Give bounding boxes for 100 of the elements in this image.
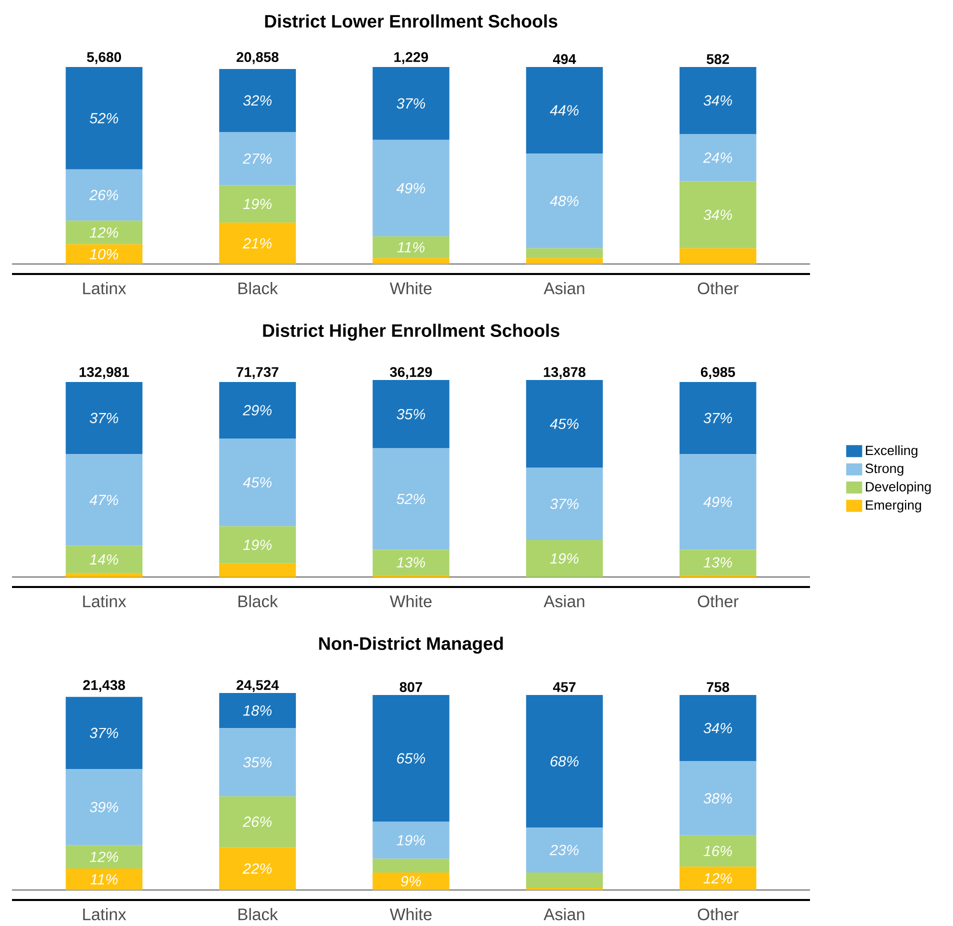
bar — [680, 248, 756, 264]
data-label: 22% — [242, 863, 272, 874]
data-label: 26% — [89, 190, 118, 200]
bar — [66, 454, 142, 546]
annotation: 1,229 — [394, 52, 428, 64]
annotation: 20,858 — [236, 52, 278, 64]
bar — [219, 693, 296, 728]
annotation: 132,981 — [80, 367, 129, 380]
data-label: 19% — [243, 540, 272, 550]
bar — [680, 761, 756, 836]
bar — [372, 236, 450, 258]
data-label: 13% — [704, 557, 732, 568]
bar — [526, 694, 603, 828]
data-label: 38% — [704, 793, 732, 804]
bar — [372, 858, 450, 872]
bar — [372, 66, 450, 140]
bar — [219, 382, 296, 439]
x-tick-label: Asian — [544, 595, 584, 608]
bar — [219, 563, 296, 577]
bar — [219, 438, 296, 526]
annotation: 36,129 — [390, 367, 432, 380]
legend-label: Excelling — [866, 445, 918, 458]
x-tick-label: White — [390, 595, 432, 608]
x-tick-label: Latinx — [83, 595, 126, 608]
data-label: 45% — [242, 477, 272, 488]
x-tick-label: Asian — [544, 908, 584, 920]
bar — [66, 220, 142, 244]
bar — [372, 822, 450, 859]
annotation: 807 — [400, 682, 422, 692]
bar — [526, 380, 603, 468]
bar — [372, 550, 450, 576]
bar — [526, 540, 603, 577]
data-label: 39% — [90, 802, 118, 812]
data-label: 47% — [89, 494, 118, 506]
bar — [66, 573, 142, 577]
bar — [219, 728, 296, 796]
bar — [66, 382, 142, 454]
annotation: 494 — [552, 54, 576, 64]
bar — [219, 526, 296, 564]
data-label: 65% — [397, 753, 426, 764]
bar — [526, 66, 603, 154]
bar — [680, 134, 756, 182]
x-tick-label: Black — [238, 595, 278, 608]
data-label: 9% — [400, 876, 421, 886]
bar — [372, 448, 450, 550]
data-label: 68% — [550, 756, 578, 766]
data-label: 49% — [396, 182, 426, 194]
data-label: 32% — [243, 95, 272, 106]
data-label: 16% — [704, 846, 732, 856]
bar — [680, 454, 756, 550]
bar — [680, 694, 756, 762]
data-label: 37% — [396, 98, 426, 109]
bar — [372, 140, 450, 236]
bar — [219, 185, 296, 223]
legend-label: Strong — [865, 464, 904, 476]
data-label: 34% — [704, 722, 732, 734]
x-tick-label: Asian — [544, 282, 584, 294]
bar — [680, 181, 756, 248]
data-label: 37% — [704, 412, 732, 424]
data-label: 11% — [90, 874, 118, 884]
x-tick-label: Other — [698, 282, 738, 294]
data-label: 35% — [243, 757, 272, 768]
bar — [372, 258, 450, 264]
data-label: 12% — [704, 873, 732, 884]
bar — [526, 154, 603, 248]
data-label: 27% — [242, 153, 272, 164]
bar — [219, 222, 296, 264]
data-label: 19% — [243, 198, 272, 210]
annotation: 21,438 — [83, 680, 126, 692]
bar — [66, 66, 142, 170]
bar — [372, 380, 450, 448]
bar — [66, 169, 142, 221]
bar — [66, 845, 142, 869]
data-label: 34% — [704, 210, 732, 220]
annotation: 457 — [552, 682, 576, 692]
annotation: 6,985 — [700, 367, 736, 380]
bar — [66, 546, 142, 574]
chart-title: District Higher Enrollment Schools — [263, 324, 560, 341]
legend-label: Developing — [866, 482, 931, 494]
data-label: 13% — [396, 557, 426, 568]
bar — [526, 248, 603, 258]
bar — [680, 550, 756, 576]
x-tick-label: Black — [238, 908, 278, 920]
bar — [526, 872, 603, 888]
bar — [372, 694, 450, 822]
data-label: 19% — [550, 553, 578, 564]
data-label: 35% — [396, 408, 426, 420]
legend-label: Emerging — [866, 500, 922, 512]
bar — [219, 847, 296, 890]
data-label: 49% — [703, 496, 732, 508]
data-label: 45% — [550, 418, 578, 430]
data-label: 12% — [90, 227, 118, 238]
annotation: 24,524 — [236, 680, 279, 692]
bar — [526, 468, 603, 540]
data-label: 34% — [704, 95, 732, 106]
annotation: 71,737 — [236, 367, 278, 380]
annotation: 582 — [706, 54, 730, 64]
annotation: 13,878 — [544, 367, 586, 380]
bar — [219, 132, 296, 186]
x-tick-label: White — [390, 282, 432, 294]
